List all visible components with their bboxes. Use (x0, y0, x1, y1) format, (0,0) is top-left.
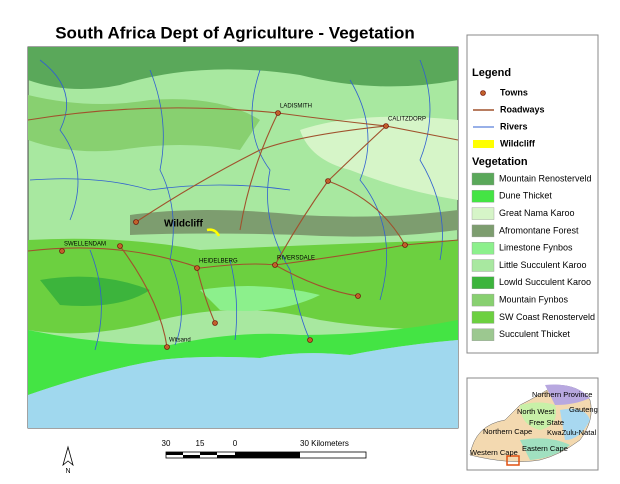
town-label: SWELLENDAM (64, 242, 106, 248)
legend-label: Little Succulent Karoo (499, 260, 587, 270)
arrow (62, 445, 74, 467)
town (272, 262, 278, 268)
inset-label: Western Cape (470, 448, 518, 457)
inset-map: Northern Province Gauteng North West Fre… (466, 377, 599, 471)
scale-label: 15 (196, 439, 205, 448)
vegetation-zone (300, 116, 458, 200)
legend-swatch (471, 190, 495, 203)
vegetation-zone (40, 276, 150, 306)
legend-label: Great Nama Karoo (499, 208, 575, 218)
legend-swatch (471, 328, 495, 341)
scale-label: 0 (233, 439, 238, 448)
legend-label: Afromontane Forest (499, 225, 579, 235)
legend-label: Lowld Succulent Karoo (499, 277, 591, 287)
legend-label: Rivers (500, 121, 528, 131)
legend-label: Mountain Renosterveld (499, 173, 592, 183)
town (275, 110, 281, 116)
legend-symbol (473, 140, 494, 148)
vegetation-zone (28, 47, 458, 89)
town (212, 320, 218, 326)
inset-label: Northern Province (532, 390, 592, 399)
province (545, 384, 590, 405)
vegetation-title: Vegetation (472, 156, 528, 168)
towns (59, 110, 408, 350)
inset-label: Eastern Cape (522, 444, 568, 453)
north-label: N (65, 468, 70, 475)
legend-label: Dune Thicket (499, 191, 552, 201)
locator (506, 455, 520, 466)
legend-swatch (471, 224, 495, 238)
town (164, 344, 170, 350)
legend-label: SW Coast Renosterveld (499, 312, 595, 322)
legend-title: Legend (472, 67, 511, 79)
town (383, 123, 389, 129)
legend-swatch (471, 241, 495, 255)
town (402, 242, 408, 248)
town-label: RIVERSDALE (277, 256, 315, 262)
scale-label: 30 (162, 439, 171, 448)
legend-label: Roadways (500, 104, 545, 114)
legend-label: Wildcliff (500, 138, 536, 148)
town (355, 293, 361, 299)
legend-label: Limestone Fynbos (499, 243, 573, 253)
province (520, 438, 570, 460)
legend-swatch (471, 293, 495, 307)
town (325, 178, 331, 184)
vegetation-zone (28, 95, 260, 152)
scale-segment (183, 455, 200, 458)
scale-label: 30 Kilometers (300, 439, 349, 448)
town (59, 248, 65, 254)
vegetation-items: Mountain Renosterveld Dune Thicket Great N… (471, 172, 595, 341)
scale-segment (200, 452, 217, 455)
legend-swatch (471, 207, 495, 220)
inset-label: Gauteng (569, 405, 598, 414)
site-label: Wildcliff (164, 219, 203, 230)
legend-swatch (471, 276, 495, 289)
vegetation-zone (28, 238, 458, 334)
scale-bar: 30 15 0 30 Kilometers (162, 439, 367, 459)
title: South Africa Dept of Agriculture - Veget… (55, 23, 415, 42)
north-arrow: N (62, 445, 74, 475)
roads (27, 107, 459, 348)
legend-label: Towns (500, 87, 528, 97)
town-label: LADISMITH (280, 104, 312, 110)
inset-label: North West (517, 407, 555, 416)
town (133, 219, 139, 225)
inset-label: Northern Cape (483, 427, 532, 436)
legend-swatch (471, 259, 495, 272)
town-label: Witsand (169, 338, 191, 344)
inset-label: KwaZulu-Natal (547, 428, 597, 437)
legend-swatch (471, 311, 495, 324)
town-label: CALITZDORP (388, 117, 426, 123)
legend-items: Towns Roadways Rivers Wildcliff (473, 87, 545, 148)
town (307, 337, 313, 343)
inset-label: Free State (529, 418, 564, 427)
scale-segment (166, 452, 183, 455)
province (560, 408, 590, 440)
legend: Legend Towns Roadways Rivers Wildcliff Vege… (466, 34, 599, 354)
vegetation-zone (200, 286, 320, 311)
rivers (29, 59, 443, 351)
ocean (28, 340, 458, 428)
legend-label: Succulent Thicket (499, 329, 570, 339)
site-marker (206, 228, 221, 237)
legend-swatch (471, 172, 495, 186)
town (117, 243, 123, 249)
main-map: LADISMITH CALITZDORP SWELLENDAM HEIDELBE… (27, 46, 459, 429)
province (520, 402, 556, 430)
scale-segment (217, 455, 235, 458)
vegetation-zone (28, 320, 458, 395)
legend-symbol (480, 90, 486, 96)
town (194, 265, 200, 271)
scale-segment (235, 452, 300, 458)
town-label: HEIDELBERG (199, 259, 238, 265)
legend-label: Mountain Fynbos (499, 294, 569, 304)
